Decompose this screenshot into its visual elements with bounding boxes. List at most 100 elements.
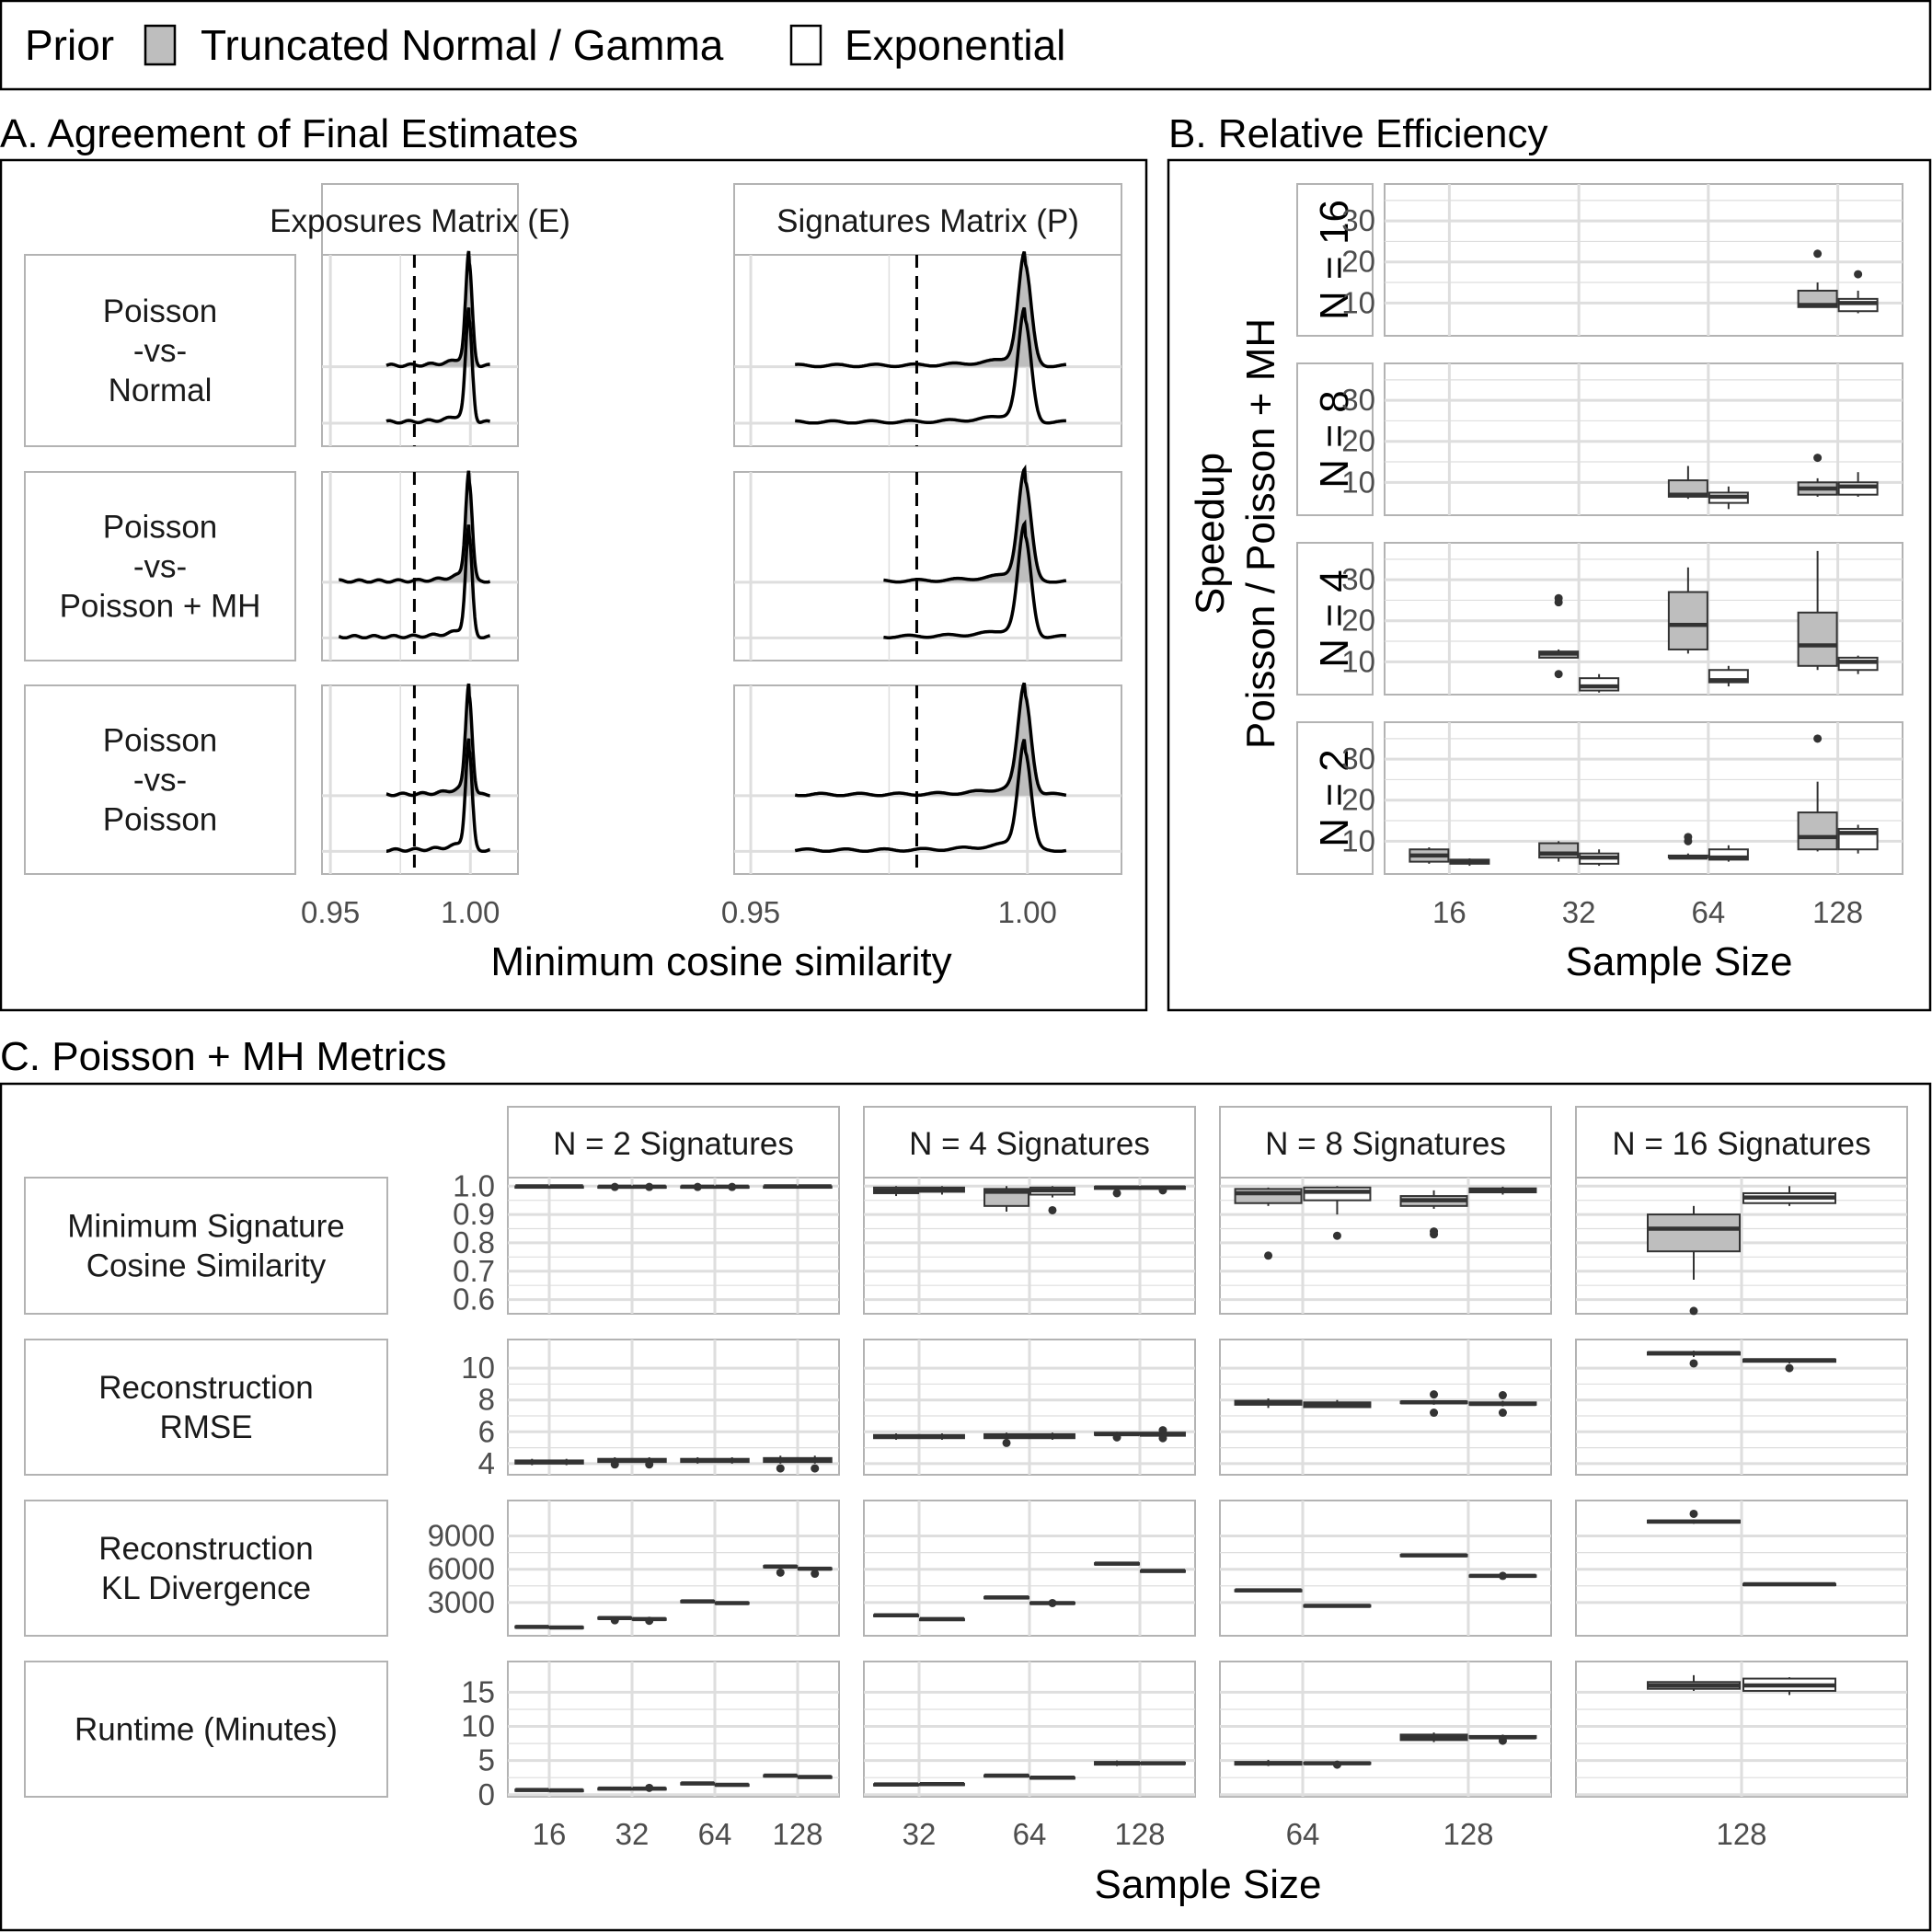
facet-panel [733, 254, 1122, 447]
panel-b-y-axis-title-line1: Speedup [1188, 453, 1233, 615]
x-tick-label: 128 [1716, 1817, 1766, 1851]
row-strip-box [24, 1339, 388, 1476]
row-strip-label: -vs- [133, 763, 187, 799]
y-tick-label: 10 [1341, 644, 1375, 678]
row-strip-label: Poisson + MH [60, 589, 261, 625]
y-tick-label: 1.0 [453, 1168, 495, 1202]
box-body [1303, 1186, 1372, 1202]
box-outlier [1048, 1598, 1057, 1607]
y-tick-label: 0.7 [453, 1254, 495, 1288]
x-tick-label: 32 [615, 1817, 650, 1851]
density-curve-upper [883, 464, 1067, 584]
row-strip-box [24, 684, 296, 875]
y-tick-label: 0.8 [453, 1225, 495, 1259]
x-tick-label: 0.95 [721, 895, 780, 929]
row-strip-label: -vs- [133, 549, 187, 585]
x-tick-label: 32 [1562, 895, 1596, 929]
row-strip-label: -vs- [133, 333, 187, 369]
box-outlier [645, 1783, 654, 1792]
box-body [1797, 811, 1838, 851]
y-tick-label: 10 [461, 1351, 495, 1385]
panel-b-x-axis-title: Sample Size [1565, 939, 1792, 984]
panel-c-frame [0, 1082, 1932, 1932]
density-curve-upper [795, 250, 1067, 369]
y-tick-label: 20 [1341, 604, 1375, 638]
facet-panel [733, 471, 1122, 661]
facet-panel [1219, 1661, 1552, 1798]
column-strip-label: N = 4 Signatures [909, 1126, 1150, 1162]
box-outlier [645, 1616, 654, 1626]
x-tick-label: 32 [903, 1817, 937, 1851]
box-outlier [1158, 1433, 1167, 1443]
y-tick-label: 4 [478, 1446, 495, 1480]
x-tick-label: 16 [1432, 895, 1466, 929]
legend-key-exponential [789, 24, 822, 66]
density-curve-upper [385, 683, 490, 798]
box-outlier [1854, 270, 1863, 279]
box-body [1797, 611, 1838, 667]
box-outlier [1048, 1205, 1057, 1214]
panel-c-plots: N = 2 Signatures 16 32 64 128 N = 4 Signature… [24, 1106, 1908, 1851]
box-outlier [693, 1182, 702, 1191]
legend-label-truncated-normal: Truncated Normal / Gamma [201, 21, 724, 69]
facet-strip-label: N = 2 [1312, 749, 1357, 846]
box-outlier [1002, 1438, 1011, 1447]
x-tick-label: 128 [1812, 895, 1863, 929]
legend: Prior Truncated Normal / Gamma Exponenti… [0, 0, 1932, 91]
column-strip-label: Signatures Matrix (P) [776, 203, 1079, 239]
density-curve-lower [794, 739, 1067, 853]
row-strip-label: KL Divergence [101, 1570, 311, 1606]
facet-strip-box [1296, 183, 1374, 337]
row-strip-label: Poisson [103, 510, 218, 546]
y-tick-label: 30 [1341, 203, 1375, 237]
box-outlier [645, 1460, 654, 1469]
box-outlier [1813, 249, 1823, 259]
strip-box [733, 183, 1122, 256]
density-curve-upper [794, 682, 1067, 798]
row-strip-label: RMSE [159, 1409, 252, 1445]
y-tick-label: 9000 [428, 1519, 495, 1553]
y-tick-label: 20 [1341, 424, 1375, 458]
y-tick-label: 30 [1341, 562, 1375, 596]
facet-panel [321, 254, 519, 447]
x-tick-label: 64 [1692, 895, 1726, 929]
box-outlier [1689, 1306, 1698, 1316]
row-strip-label: Poisson [103, 802, 218, 838]
density-curve-lower [386, 738, 490, 853]
box-outlier [1498, 1736, 1507, 1745]
row-strip-label: Normal [109, 373, 213, 408]
row-strip-label: Reconstruction [98, 1370, 313, 1406]
x-tick-label: 64 [698, 1817, 732, 1851]
y-tick-label: 20 [1341, 783, 1375, 817]
box-outlier [645, 1182, 654, 1191]
x-tick-label: 1.00 [998, 895, 1057, 929]
facet-panel [1219, 1339, 1552, 1476]
box-outlier [811, 1464, 820, 1473]
facet-panel [321, 684, 519, 875]
box-outlier [1689, 1509, 1698, 1518]
row-strip-label: Poisson [103, 293, 218, 329]
row-strip-box [24, 254, 296, 447]
y-tick-label: 8 [478, 1383, 495, 1417]
panel-a-title: A. Agreement of Final Estimates [0, 111, 579, 156]
column-strip-box [1219, 1106, 1552, 1179]
y-tick-label: 30 [1341, 742, 1375, 776]
panel-a-plots: Exposures Matrix (E) 0.95 1.00 Signatures M… [24, 183, 1122, 929]
y-tick-label: 30 [1341, 383, 1375, 417]
box-outlier [1158, 1426, 1167, 1435]
x-tick-label: 1.00 [441, 895, 500, 929]
y-tick-label: 20 [1341, 245, 1375, 279]
y-tick-label: 6000 [428, 1552, 495, 1586]
legend-key-truncated-normal [144, 24, 177, 66]
x-tick-label: 128 [1114, 1817, 1165, 1851]
box-outlier [1554, 593, 1563, 603]
panel-b-y-axis-title-line2: Poisson / Poisson + MH [1238, 318, 1283, 749]
box-outlier [1332, 1231, 1341, 1240]
box-outlier [776, 1568, 785, 1577]
column-strip-label: N = 16 Signatures [1612, 1126, 1870, 1162]
box-body [1647, 1213, 1741, 1253]
y-tick-label: 5 [478, 1743, 495, 1777]
panel-a-frame [0, 158, 1148, 1012]
density-curve-upper [385, 250, 490, 369]
